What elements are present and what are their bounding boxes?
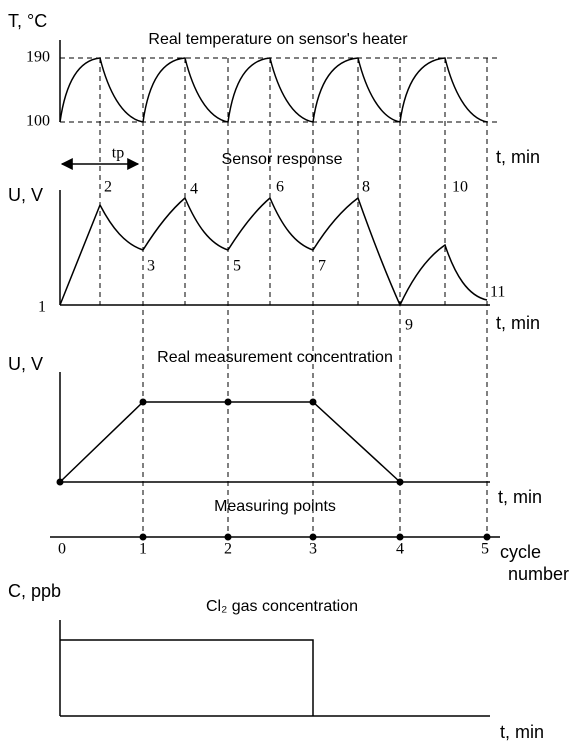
x-label: number xyxy=(508,564,569,584)
tick-label: 100 xyxy=(26,113,50,130)
y-label: T, °C xyxy=(8,11,47,31)
point-label: 1 xyxy=(38,299,46,316)
point-label: 6 xyxy=(276,179,284,196)
guide-lines xyxy=(99,58,488,537)
tick-label: 190 xyxy=(26,49,50,66)
y-label: U, V xyxy=(8,354,43,374)
tick-label: 2 xyxy=(224,541,232,558)
point-label: 2 xyxy=(104,179,112,196)
point-label: 8 xyxy=(362,179,370,196)
tick-label: 3 xyxy=(309,541,317,558)
concentration-points xyxy=(56,398,404,486)
point-label: 9 xyxy=(405,317,413,334)
period-label: tp xyxy=(112,145,124,162)
x-label: t, min xyxy=(500,722,544,742)
temperature-curve xyxy=(59,57,488,123)
panel-title: Real temperature on sensor's heater xyxy=(148,31,408,48)
y-label: U, V xyxy=(8,185,43,205)
x-label: t, min xyxy=(496,147,540,167)
panel-title: Measuring points xyxy=(214,498,336,515)
response-curve xyxy=(59,196,488,307)
gas-step xyxy=(60,639,314,716)
y-label: C, ppb xyxy=(8,581,61,601)
point-label: 7 xyxy=(318,258,326,275)
panel-title: Cl₂ gas concentration xyxy=(206,598,358,615)
tick-label: 4 xyxy=(396,541,404,558)
x-label: t, min xyxy=(496,313,540,333)
tick-label: 5 xyxy=(481,541,489,558)
point-labels: 1 2 3 4 5 6 7 8 9 10 11 xyxy=(38,179,505,334)
point-label: 4 xyxy=(190,181,198,198)
measuring-points xyxy=(139,533,491,541)
panel-title: Sensor response xyxy=(222,151,343,168)
tick-label: 0 xyxy=(58,541,66,558)
concentration-line xyxy=(59,401,401,483)
point-label: 3 xyxy=(147,258,155,275)
x-label: cycle xyxy=(500,542,541,562)
point-label: 10 xyxy=(452,179,468,196)
x-label: t, min xyxy=(498,487,542,507)
point-label: 5 xyxy=(233,258,241,275)
point-label: 11 xyxy=(490,284,505,301)
tick-label: 1 xyxy=(139,541,147,558)
panel-title: Real measurement concentration xyxy=(157,349,393,366)
